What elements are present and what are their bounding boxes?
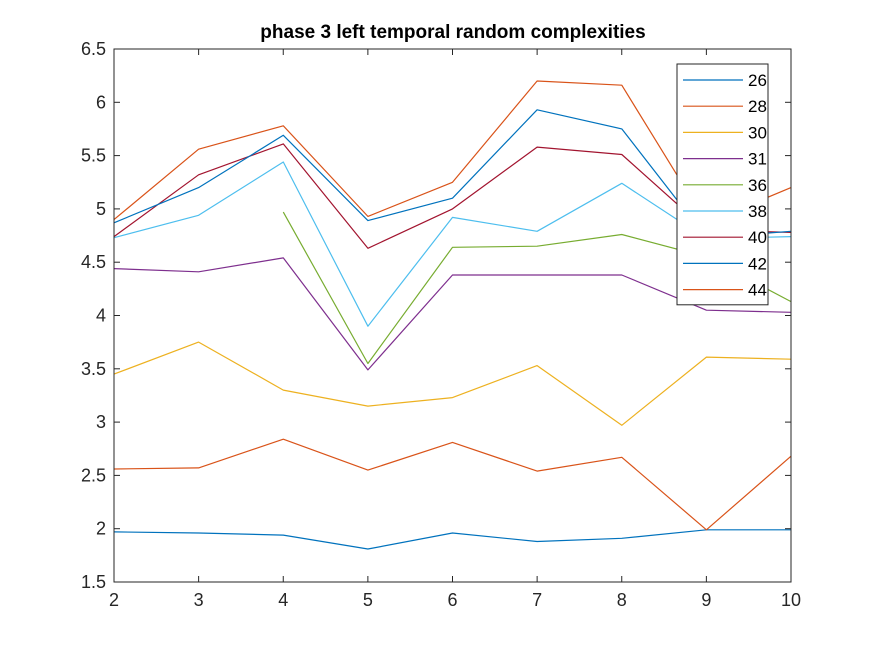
y-tick-label: 2 bbox=[96, 519, 106, 539]
legend: 26 28 30 31 36 38 40 42 44 bbox=[676, 63, 769, 306]
x-tick-label: 6 bbox=[447, 590, 457, 610]
y-tick-label: 4.5 bbox=[81, 252, 106, 272]
legend-label: 28 bbox=[748, 97, 767, 116]
legend-label: 38 bbox=[748, 202, 767, 221]
legend-label: 31 bbox=[748, 150, 767, 169]
y-tick-label: 6 bbox=[96, 92, 106, 112]
x-tick-label: 8 bbox=[617, 590, 627, 610]
series-line-30 bbox=[113, 341, 792, 426]
x-tick-label: 4 bbox=[278, 590, 288, 610]
x-tick-label: 10 bbox=[781, 590, 801, 610]
axes-layer: 2 3 4 5 6 7 8 9 101.522.533.544.555.566.5 bbox=[81, 39, 801, 610]
series-line-26 bbox=[113, 529, 791, 550]
y-tick-label: 5 bbox=[96, 199, 106, 219]
y-tick-label: 2.5 bbox=[81, 465, 106, 485]
y-tick-label: 6.5 bbox=[81, 39, 106, 59]
x-tick-label: 9 bbox=[701, 590, 711, 610]
chart-title: phase 3 left temporal random complexitie… bbox=[260, 22, 645, 43]
y-tick-label: 4 bbox=[96, 306, 106, 326]
legend-label: 40 bbox=[748, 228, 767, 247]
x-tick-label: 5 bbox=[363, 590, 373, 610]
legend-label: 36 bbox=[748, 176, 767, 195]
y-tick-label: 3.5 bbox=[81, 359, 106, 379]
y-tick-label: 3 bbox=[96, 412, 106, 432]
y-tick-label: 1.5 bbox=[81, 572, 106, 592]
x-tick-label: 7 bbox=[532, 590, 542, 610]
y-tick-label: 5.5 bbox=[81, 146, 106, 166]
legend-label: 30 bbox=[748, 123, 767, 142]
series-line-28 bbox=[113, 438, 792, 531]
x-tick-label: 2 bbox=[109, 590, 119, 610]
legend-label: 26 bbox=[748, 71, 767, 90]
x-tick-label: 3 bbox=[194, 590, 204, 610]
legend-label: 42 bbox=[748, 254, 767, 273]
legend-label: 44 bbox=[748, 281, 767, 300]
